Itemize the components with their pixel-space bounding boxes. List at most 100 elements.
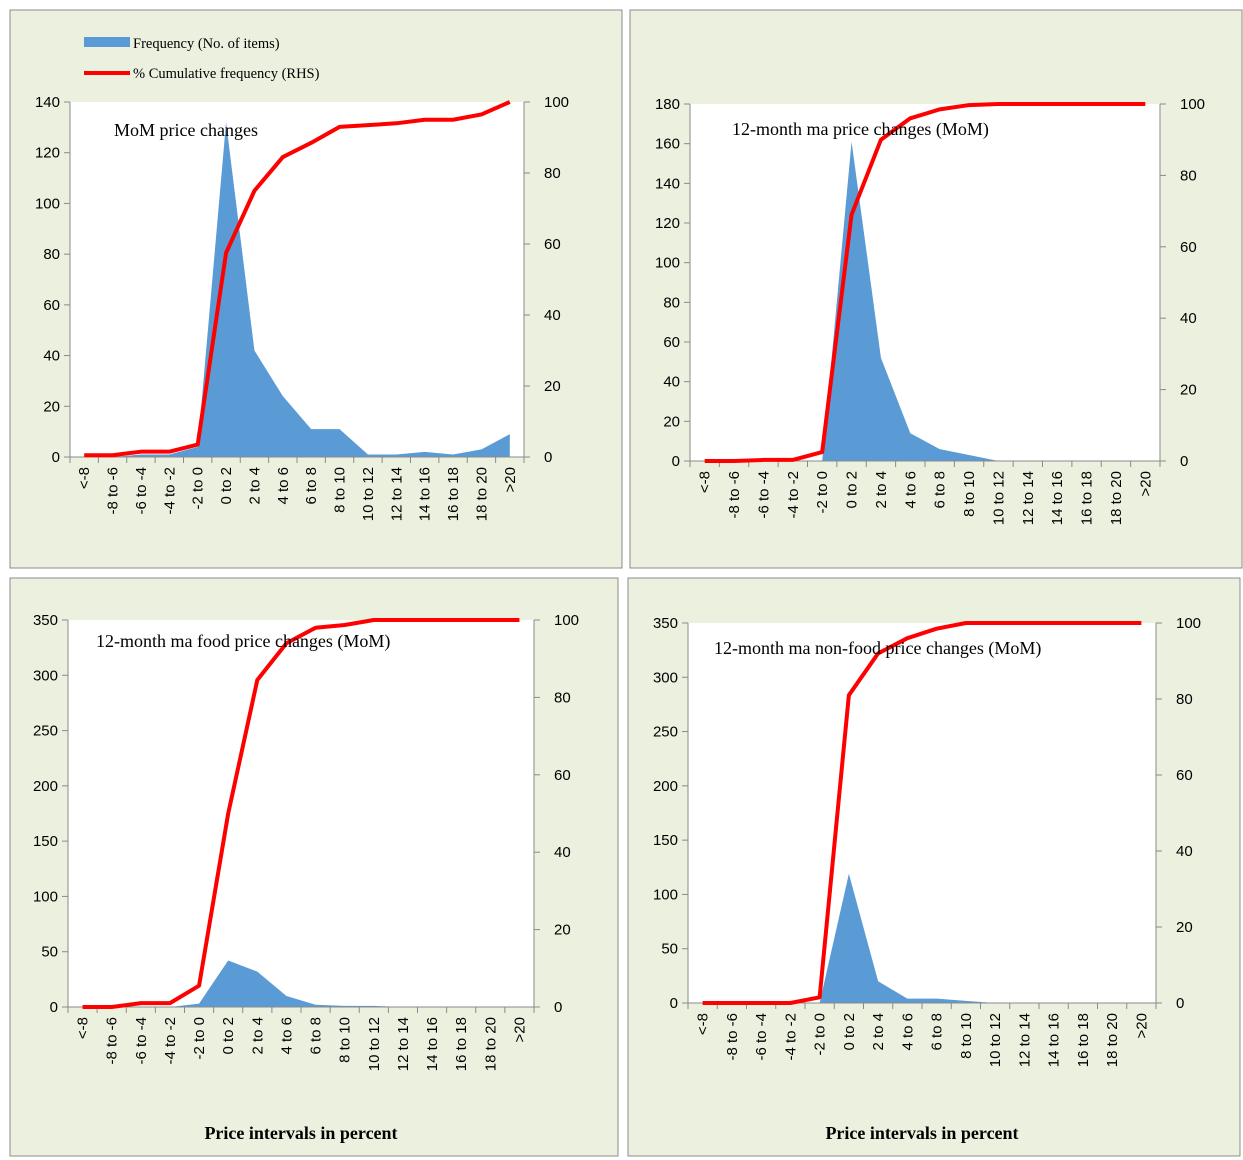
x-tick-label: -4 to -2 [161,467,178,515]
x-tick-label: -2 to 0 [190,467,207,510]
x-tick-label: >20 [502,467,519,492]
x-tick-label: 18 to 20 [1108,471,1125,525]
x-tick-label: 14 to 16 [417,467,434,521]
left-tick-label: 180 [655,96,680,113]
x-tick-label: -6 to -4 [133,1017,150,1065]
chart-panel-2: 020406080100120140160180020406080100<-8-… [629,9,1243,569]
x-tick-label: -2 to 0 [191,1017,208,1060]
left-tick-label: 20 [663,413,680,430]
x-tick-label: 16 to 18 [1075,1013,1092,1067]
right-tick-label: 0 [544,449,552,466]
plot-area [68,620,534,1007]
left-tick-label: 200 [653,778,678,795]
x-tick-label: -4 to -2 [785,471,802,519]
left-tick-label: 160 [655,136,680,153]
x-tick-label: <-8 [76,467,93,489]
x-tick-label: 10 to 12 [360,467,377,521]
x-tick-label: 12 to 14 [395,1017,412,1071]
chart-panel-1: 0 20 40 60 80 100 120 140 0 20 40 60 80 100 <-8 -8 to -… [9,9,623,569]
right-tick-label: 40 [544,307,561,324]
chart-title: MoM price changes [114,120,258,140]
x-tick-label: 0 to 2 [841,1013,858,1051]
legend-label-frequency: Frequency (No. of items) [133,36,280,52]
left-tick-label: 20 [43,398,60,415]
x-tick-label: 8 to 10 [958,1013,975,1059]
right-tick-label: 0 [554,999,562,1016]
x-tick-label: 18 to 20 [1104,1013,1121,1067]
cumulative-line [702,621,1142,1005]
right-tick-label: 80 [554,689,571,706]
left-tick-label: 300 [33,667,58,684]
x-tick-label: -6 to -4 [755,471,772,519]
x-tick-label: -2 to 0 [812,1013,829,1056]
right-tick-label: 100 [1180,96,1205,113]
x-tick-label: >20 [1137,471,1154,496]
x-tick-label: 14 to 16 [424,1017,441,1071]
x-tick-label: 8 to 10 [961,471,978,517]
x-tick-label: -8 to -6 [105,467,122,515]
right-tick-label: 20 [1176,919,1193,936]
x-tick-label: -6 to -4 [133,467,150,515]
right-tick-label: 100 [1176,615,1201,632]
x-tick-label: >20 [511,1017,528,1042]
left-tick-label: 250 [33,723,58,740]
chart-title: 12-month ma food price changes (MoM) [96,631,390,652]
x-tick-label: <-8 [695,1013,712,1035]
x-tick-label: -4 to -2 [782,1013,799,1061]
right-tick-label: 20 [554,922,571,939]
x-tick-label: 16 to 18 [1079,471,1096,525]
right-tick-label: 0 [1176,995,1184,1012]
x-tick-label: 8 to 10 [337,1017,354,1063]
right-tick-label: 20 [544,378,561,395]
x-tick-label: 12 to 14 [388,467,405,521]
x-tick-label: -2 to 0 [814,471,831,514]
x-tick-label: -4 to -2 [162,1017,179,1065]
x-tick-label: 6 to 8 [929,1013,946,1051]
plot-area [690,104,1160,461]
x-tick-label: 0 to 2 [218,467,235,505]
x-tick-label: 2 to 4 [870,1013,887,1051]
left-tick-label: 100 [35,195,60,212]
x-tick-label: <-8 [75,1017,92,1039]
left-tick-label: 350 [33,612,58,629]
left-tick-label: 120 [655,215,680,232]
x-tick-label: -8 to -6 [726,471,743,519]
x-axis-title: Price intervals in percent [204,1123,397,1143]
left-tick-label: 140 [655,175,680,192]
right-tick-label: 100 [544,94,569,111]
x-tick-label: 6 to 8 [308,1017,325,1055]
right-tick-label: 80 [544,165,561,182]
right-tick-label: 80 [1180,167,1197,184]
chart-panel-3: 0 50 100 150 200 250 300 350 0 20 40 60 80 100 <-8 -8 t… [9,577,619,1157]
left-tick-label: 60 [663,334,680,351]
left-tick-label: 250 [653,724,678,741]
left-tick-label: 80 [663,294,680,311]
x-axis-title: Price intervals in percent [825,1123,1018,1143]
right-tick-label: 60 [544,236,561,253]
left-tick-label: 140 [35,94,60,111]
left-tick-label: 350 [653,615,678,632]
x-tick-label: 0 to 2 [844,471,861,509]
x-tick-label: >20 [1133,1013,1150,1038]
x-tick-label: 10 to 12 [990,471,1007,525]
x-tick-label: 16 to 18 [453,1017,470,1071]
left-tick-label: 40 [43,348,60,365]
left-tick-label: 0 [672,453,680,470]
chart-panel-4: 0 50 100 150 200 250 300 350 0 20 40 60 80 100 <-8 -8 t… [627,577,1241,1157]
x-tick-label: 10 to 12 [366,1017,383,1071]
left-tick-label: 0 [670,995,678,1012]
cumulative-line [704,102,1146,463]
left-tick-label: 0 [50,999,58,1016]
x-tick-label: 8 to 10 [332,467,349,513]
left-tick-label: 60 [43,297,60,314]
x-tick-label: -8 to -6 [104,1017,121,1065]
left-tick-label: 200 [33,778,58,795]
right-tick-label: 60 [554,767,571,784]
legend-label-cumulative: % Cumulative frequency (RHS) [133,66,320,82]
x-tick-label: <-8 [697,471,714,493]
right-tick-label: 80 [1176,691,1193,708]
x-tick-label: 2 to 4 [873,471,890,509]
chart-title: 12-month ma price changes (MoM) [732,119,989,140]
x-tick-label: 2 to 4 [246,467,263,505]
